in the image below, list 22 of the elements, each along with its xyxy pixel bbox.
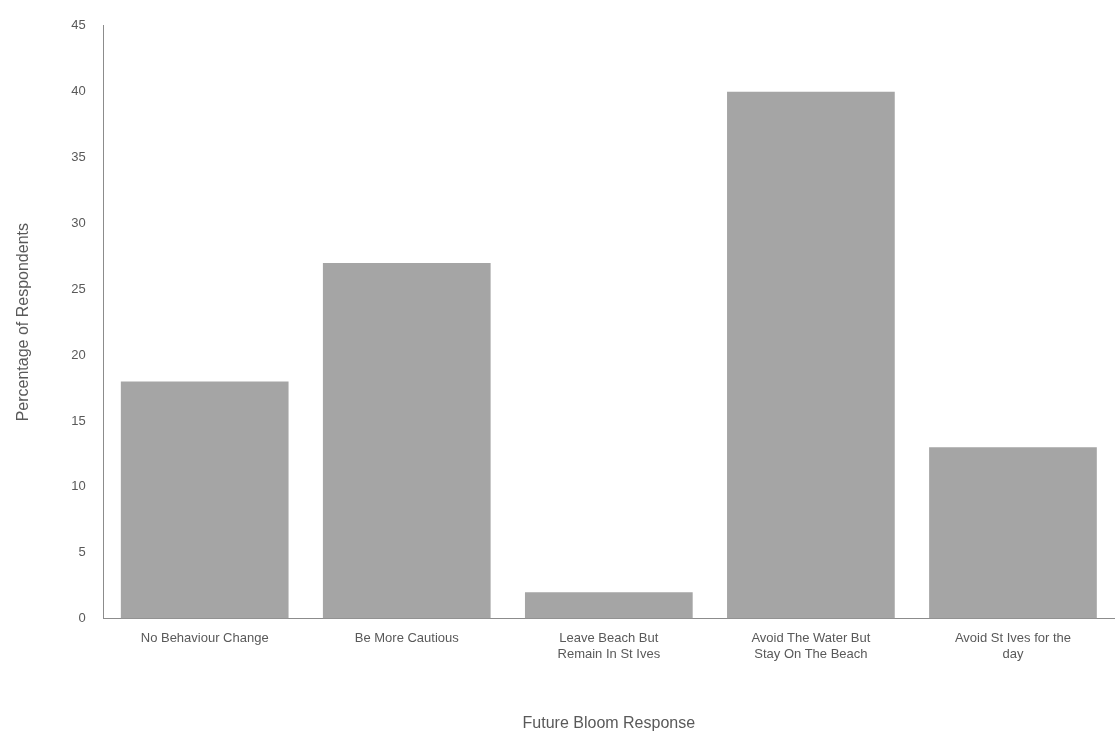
x-tick-label: Leave Beach But Remain In St Ives: [557, 629, 661, 661]
y-axis-title: Percentage of Respondents: [14, 223, 32, 422]
bar: [322, 262, 491, 619]
y-tick-label: 15: [71, 412, 86, 428]
x-tick-label: No Behaviour Change: [140, 629, 269, 645]
bar: [120, 381, 289, 619]
x-axis-title: Future Bloom Response: [522, 713, 696, 731]
bar: [524, 592, 693, 619]
y-tick-label: 35: [71, 149, 86, 165]
y-tick-label: 20: [71, 346, 86, 362]
x-tick-label: Be More Cautious: [354, 629, 460, 645]
y-tick-label: 45: [71, 17, 86, 33]
y-tick-label: 40: [71, 83, 86, 99]
y-tick-label: 0: [78, 610, 86, 626]
y-tick-label: 10: [71, 478, 86, 494]
y-tick-label: 5: [78, 544, 86, 560]
bar: [929, 447, 1097, 619]
x-tick-label: Avoid The Water But Stay On The Beach: [751, 629, 871, 661]
y-tick-label: 30: [71, 214, 86, 230]
y-tick-label: 25: [71, 280, 86, 296]
x-tick-label: Avoid St Ives for the day: [954, 629, 1072, 661]
bar: [727, 91, 895, 619]
